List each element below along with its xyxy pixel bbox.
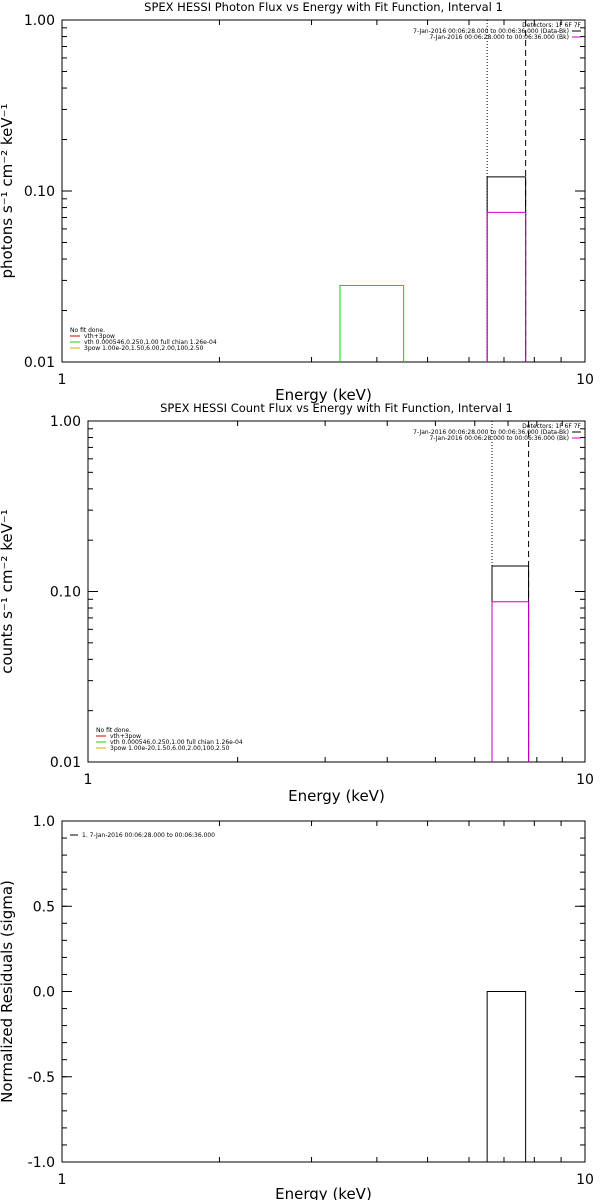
panel1-plot-frame <box>61 19 586 363</box>
panel3-y-tick-label: -1.0 <box>28 1155 55 1171</box>
panel2-y-tick-label: 0.10 <box>50 585 81 601</box>
panel3-y-tick-label: 0.0 <box>33 985 55 1001</box>
panel1-chart-title: SPEX HESSI Photon Flux vs Energy with Fi… <box>144 0 503 14</box>
panel3-y-tick-label: 0.5 <box>33 899 55 915</box>
panel2-legend-right-entry: 7-Jan-2016 00:06:28.000 to 00:06:36.000 … <box>413 429 569 436</box>
panel2-y-tick-label: 1.00 <box>50 414 81 430</box>
panel3-x-tick-label: 10 <box>576 1172 594 1188</box>
panel3-legend-left-entry: 1. 7-Jan-2016 00:06:28.000 to 00:06:36.0… <box>82 832 215 839</box>
panel2-legend-left-entry: vth 0.000546,0.250,1.00 full chian 1.26e… <box>110 739 243 746</box>
panel1-legend-left-entry: vth+3pow <box>84 333 115 340</box>
panel1-x-axis-label: Energy (keV) <box>275 386 372 404</box>
panel2-series-1-bin <box>491 565 530 762</box>
panel2-legend-right-entry: 7-Jan-2016 00:06:28.000 to 00:06:36.000 … <box>429 435 569 442</box>
panel2-y-axis-label: counts s⁻¹ cm⁻² keV⁻¹ <box>0 509 16 674</box>
panel2-legend-left-entry: vth+3pow <box>110 733 141 740</box>
panel1-y-tick-label: 0.01 <box>24 355 55 371</box>
panel2-x-tick-label: 10 <box>576 772 594 788</box>
panel2-legend-right-entry: Detectors: 1F 6F 7F <box>522 423 581 430</box>
panel1-legend-right-entry: Detectors: 1F 6F 7F <box>522 22 581 29</box>
panel2-legend-left-entry: No fit done. <box>96 727 131 734</box>
panel3-y-axis-label: Normalized Residuals (sigma) <box>0 880 16 1103</box>
panel2-x-tick-label: 1 <box>84 772 93 788</box>
panel3-y-tick-label: 1.0 <box>33 814 55 830</box>
panel2-legend-left-entry: 3pow 1.00e-20,1.50,6.00,2.00,100,2.50 <box>110 745 230 752</box>
panel1-x-tick-label: 10 <box>576 372 594 388</box>
panel3-y-tick-label: -0.5 <box>28 1070 55 1086</box>
panel2-y-tick-label: 0.01 <box>50 755 81 771</box>
panel3-x-axis-label: Energy (keV) <box>275 1185 372 1200</box>
panel1-y-axis-label: photons s⁻¹ cm⁻² keV⁻¹ <box>0 104 16 279</box>
panel2-series-2-bin <box>491 601 530 762</box>
panel1-legend-left-entry: 3pow 1.00e-20,1.50,6.00,2.00,100,2.50 <box>84 345 204 352</box>
panel1-legend-right-entry: 7-Jan-2016 00:06:28.000 to 00:06:36.000 … <box>413 28 569 35</box>
panel2-plot-frame <box>87 420 586 763</box>
panel1-legend-right-entry: 7-Jan-2016 00:06:28.000 to 00:06:36.000 … <box>429 34 569 41</box>
panel3-series-1-bin <box>486 991 527 1162</box>
panel3-x-tick-label: 1 <box>58 1172 67 1188</box>
panel1-y-tick-label: 1.00 <box>24 13 55 29</box>
panel1-legend-left-entry: vth 0.000546,0.250,1.00 full chian 1.26e… <box>84 339 217 346</box>
panel1-y-tick-label: 0.10 <box>24 184 55 200</box>
panel2-x-axis-label: Energy (keV) <box>288 787 385 805</box>
panel1-x-tick-label: 1 <box>58 372 67 388</box>
panel1-series-1-bin <box>486 176 527 362</box>
panel1-series-3-bin <box>339 285 405 362</box>
panel1-legend-left-entry: No fit done. <box>70 327 105 334</box>
panel1-series-2-bin <box>486 211 527 362</box>
panel2-chart-title: SPEX HESSI Count Flux vs Energy with Fit… <box>160 401 513 415</box>
